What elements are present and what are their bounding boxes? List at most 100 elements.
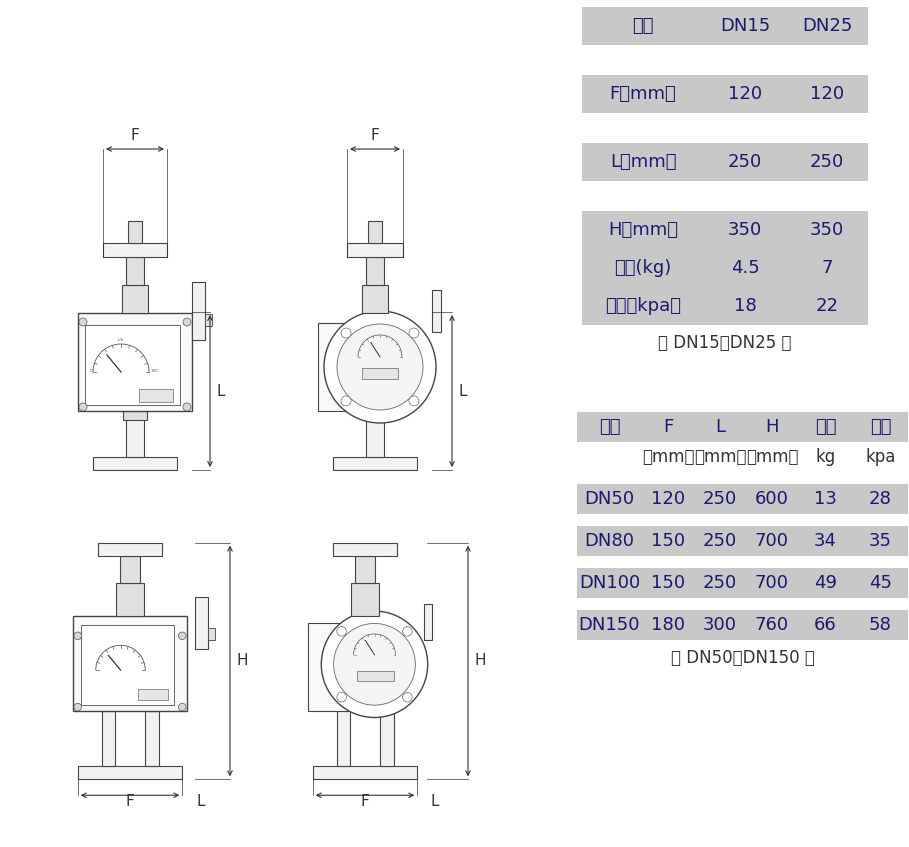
Bar <box>93 457 177 470</box>
Bar <box>798 568 853 598</box>
Circle shape <box>403 627 412 636</box>
Bar <box>786 211 868 249</box>
Bar <box>704 7 786 45</box>
Circle shape <box>341 328 351 338</box>
Text: 250: 250 <box>703 532 737 550</box>
Bar <box>642 412 694 442</box>
Text: 250: 250 <box>728 153 762 171</box>
Bar <box>853 484 908 514</box>
Bar <box>694 484 746 514</box>
Bar <box>704 211 786 249</box>
Text: 250: 250 <box>703 574 737 592</box>
Bar <box>137 689 168 700</box>
Bar <box>746 484 798 514</box>
Text: 350: 350 <box>810 221 844 239</box>
Text: （ DN15～DN25 ）: （ DN15～DN25 ） <box>658 334 792 352</box>
Text: 口径: 口径 <box>633 17 654 35</box>
Bar <box>786 249 868 287</box>
Bar <box>642 526 694 556</box>
Text: 49: 49 <box>814 574 837 592</box>
Text: H（mm）: H（mm） <box>608 221 678 239</box>
Bar <box>582 287 704 325</box>
Bar <box>333 457 417 470</box>
Text: 150: 150 <box>651 574 685 592</box>
Circle shape <box>409 328 419 338</box>
Bar <box>192 282 205 340</box>
Bar <box>746 526 798 556</box>
Bar <box>351 583 379 616</box>
Bar <box>746 568 798 598</box>
Circle shape <box>178 632 186 639</box>
Text: DN80: DN80 <box>584 532 634 550</box>
Text: F: F <box>361 794 369 809</box>
Text: DN50: DN50 <box>584 490 634 508</box>
Text: 重量: 重量 <box>814 418 836 436</box>
Bar <box>798 526 853 556</box>
Bar <box>195 597 208 649</box>
Bar <box>366 415 384 457</box>
Bar <box>577 610 642 640</box>
Text: DN15: DN15 <box>720 17 770 35</box>
Text: DN100: DN100 <box>579 574 640 592</box>
Bar <box>432 290 441 332</box>
Text: 13: 13 <box>814 490 837 508</box>
Text: 重量(kg): 重量(kg) <box>614 259 672 277</box>
Bar <box>78 766 182 779</box>
Bar <box>126 257 144 285</box>
Bar <box>577 568 642 598</box>
Circle shape <box>337 324 423 410</box>
Bar <box>798 412 853 442</box>
Bar <box>126 415 144 457</box>
Bar <box>642 484 694 514</box>
Bar <box>81 625 174 706</box>
Bar <box>123 411 147 420</box>
Bar <box>582 249 704 287</box>
Bar <box>347 243 403 257</box>
Bar <box>424 604 433 639</box>
Circle shape <box>79 403 87 411</box>
Bar <box>582 143 704 181</box>
Text: L: L <box>715 418 725 436</box>
Text: 600: 600 <box>755 490 789 508</box>
Bar <box>139 389 173 402</box>
Text: 150: 150 <box>651 532 685 550</box>
Bar <box>362 368 398 379</box>
Text: F: F <box>131 128 139 143</box>
Text: H: H <box>474 654 485 668</box>
Text: 7: 7 <box>821 259 833 277</box>
Bar <box>577 412 642 442</box>
Text: 压损: 压损 <box>870 418 891 436</box>
Text: （mm）: （mm） <box>694 448 746 466</box>
Bar <box>103 243 167 257</box>
Text: 300: 300 <box>703 616 737 634</box>
Bar <box>786 7 868 45</box>
Bar <box>208 628 215 639</box>
Text: L: L <box>431 794 439 809</box>
Text: 35: 35 <box>869 532 892 550</box>
Text: 350: 350 <box>728 221 762 239</box>
Circle shape <box>183 403 191 411</box>
Text: （mm）: （mm） <box>745 448 798 466</box>
Circle shape <box>334 623 415 706</box>
Bar <box>318 323 356 411</box>
Bar <box>78 313 192 411</box>
Bar <box>582 75 704 113</box>
Bar <box>333 543 397 556</box>
Bar <box>786 287 868 325</box>
Text: 100: 100 <box>151 369 159 373</box>
Text: 22: 22 <box>815 297 838 315</box>
Circle shape <box>79 318 87 326</box>
Bar <box>853 568 908 598</box>
Bar <box>694 610 746 640</box>
Bar <box>853 526 908 556</box>
Text: 18: 18 <box>734 297 756 315</box>
Text: L: L <box>216 384 225 398</box>
Text: F: F <box>125 794 135 809</box>
Text: H: H <box>236 654 247 668</box>
Bar <box>122 285 148 313</box>
Bar <box>704 287 786 325</box>
Text: L: L <box>458 384 466 398</box>
Bar <box>577 484 642 514</box>
Circle shape <box>321 611 428 717</box>
Bar <box>694 568 746 598</box>
